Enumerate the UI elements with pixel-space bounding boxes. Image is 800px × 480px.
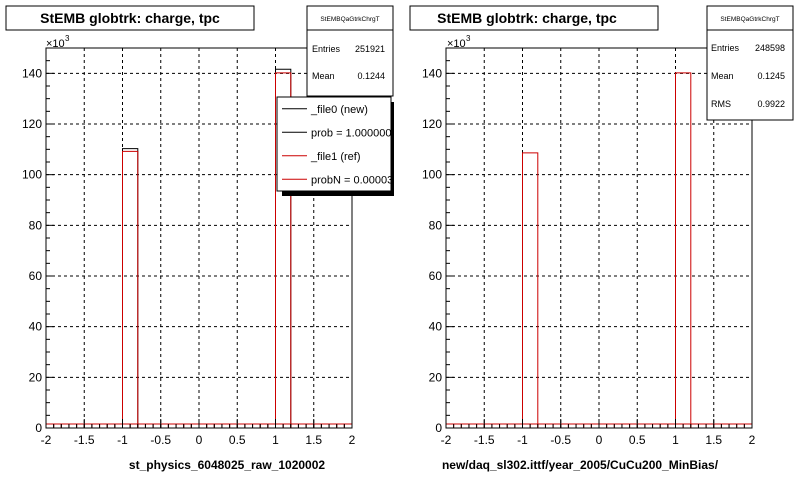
stats-name: StEMBQaGtrkChrgT [720,16,779,23]
legend-box [276,96,392,192]
stats-mean-label: Mean [711,71,734,81]
y-tick-label: 0 [35,421,42,435]
y-tick-label: 60 [29,269,43,283]
y-tick-label: 80 [29,218,43,232]
x-tick-label: 0.5 [629,433,646,447]
y-multiplier-base: ×10 [46,38,65,50]
y-multiplier-base: ×10 [447,38,466,50]
y-tick-label: 100 [22,168,42,182]
y-tick-label: 120 [422,117,442,131]
stats-entries-label: Entries [312,44,341,54]
x-tick-label: 2 [349,433,356,447]
x-tick-label: 0.5 [229,433,246,447]
x-axis-label: new/daq_sl302.ittf/year_2005/CuCu200_Min… [442,458,719,472]
legend-label: probN = 0.00003 [311,174,393,186]
title-box [5,5,255,31]
histogram-bar [275,72,292,428]
legend-label: _file0 (new) [310,104,368,116]
stats-box-frame [306,5,394,97]
stats-mean-value: 0.1244 [357,71,385,81]
x-tick-label: 1 [272,433,279,447]
y-tick-label: 60 [429,269,443,283]
x-tick-label: 1 [672,433,679,447]
x-tick-label: 0 [196,433,203,447]
x-tick-label: 1.5 [305,433,322,447]
stats-mean-label: Mean [312,71,335,81]
left-histogram-panel: StEMB globtrk: charge, tpc ×10 3 0204060… [5,5,394,472]
x-tick-label: 0 [596,433,603,447]
stats-entries-label: Entries [711,43,740,53]
stats-rms-value: 0.9922 [757,99,785,109]
stats-box: StEMBQaGtrkChrgT Entries 251921 Mean 0.1… [306,5,394,97]
y-tick-label: 20 [29,370,43,384]
legend: _file0 (new) prob = 1.000000 _file1 (ref) p… [276,96,394,196]
legend-label: _file1 (ref) [310,151,361,163]
x-tick-label: -1.5 [474,433,495,447]
x-tick-label: -2 [41,433,52,447]
x-tick-label: 2 [749,433,756,447]
x-tick-label: -1 [517,433,528,447]
y-multiplier: ×10 3 [46,34,70,50]
y-tick-label: 140 [22,66,42,80]
x-tick-label: -1.5 [74,433,95,447]
chart-title: StEMB globtrk: charge, tpc [437,10,617,26]
stats-rms-label: RMS [711,99,731,109]
chart-title: StEMB globtrk: charge, tpc [40,10,220,26]
stats-mean-value: 0.1245 [757,71,785,81]
legend-label: prob = 1.000000 [311,127,391,139]
stats-box: StEMBQaGtrkChrgT Entries 248598 Mean 0.1… [706,5,794,121]
y-tick-label: 20 [429,370,443,384]
x-tick-label: -0.5 [550,433,571,447]
y-tick-label: 120 [22,117,42,131]
y-tick-label: 80 [429,218,443,232]
stats-entries-value: 248598 [755,43,785,53]
right-histogram-panel: StEMB globtrk: charge, tpc ×10 3 0204060… [409,5,794,472]
y-tick-label: 100 [422,168,442,182]
histogram-bar [675,72,692,428]
y-tick-label: 0 [435,421,442,435]
x-tick-label: -1 [117,433,128,447]
y-multiplier: ×10 3 [447,34,471,50]
title-box [409,5,659,31]
y-tick-label: 40 [429,320,443,334]
y-tick-label: 40 [29,320,43,334]
x-axis-label: st_physics_6048025_raw_1020002 [129,458,325,472]
x-tick-label: 1.5 [705,433,722,447]
stats-name: StEMBQaGtrkChrgT [320,16,379,23]
y-multiplier-exponent: 3 [65,34,70,43]
histogram-bar [122,148,139,428]
x-tick-label: -2 [441,433,452,447]
y-multiplier-exponent: 3 [466,34,471,43]
stats-entries-value: 251921 [355,44,385,54]
x-tick-label: -0.5 [150,433,171,447]
histogram-bar [522,152,539,428]
stats-box-frame [706,5,794,121]
plot-area: 0 20 40 60 80 100 120 140 -2 -1.5 -1 -0.5 0 0.5 1 1.5 2 [22,47,356,447]
plot-area: 0 20 40 60 80 100 120 140 -2 -1.5 -1 -0.5 0 0.5 1 1.5 2 [422,47,756,447]
histogram-bar [122,150,139,428]
y-tick-label: 140 [422,66,442,80]
